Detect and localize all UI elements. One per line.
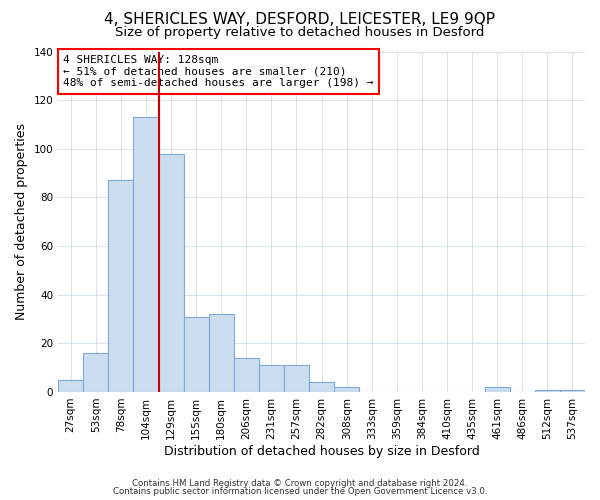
Bar [259, 365, 284, 392]
Bar [560, 390, 585, 392]
Text: Size of property relative to detached houses in Desford: Size of property relative to detached ho… [115, 26, 485, 39]
Bar [184, 316, 209, 392]
X-axis label: Distribution of detached houses by size in Desford: Distribution of detached houses by size … [164, 444, 479, 458]
Bar [209, 314, 234, 392]
Bar [309, 382, 334, 392]
Bar [535, 390, 560, 392]
Bar [334, 387, 359, 392]
Text: Contains public sector information licensed under the Open Government Licence v3: Contains public sector information licen… [113, 487, 487, 496]
Bar [109, 180, 133, 392]
Text: Contains HM Land Registry data © Crown copyright and database right 2024.: Contains HM Land Registry data © Crown c… [132, 478, 468, 488]
Bar [485, 387, 510, 392]
Bar [284, 365, 309, 392]
Y-axis label: Number of detached properties: Number of detached properties [15, 123, 28, 320]
Bar [58, 380, 83, 392]
Bar [234, 358, 259, 392]
Text: 4, SHERICLES WAY, DESFORD, LEICESTER, LE9 9QP: 4, SHERICLES WAY, DESFORD, LEICESTER, LE… [104, 12, 496, 28]
Bar [83, 353, 109, 392]
Bar [133, 117, 158, 392]
Text: 4 SHERICLES WAY: 128sqm
← 51% of detached houses are smaller (210)
48% of semi-d: 4 SHERICLES WAY: 128sqm ← 51% of detache… [64, 55, 374, 88]
Bar [158, 154, 184, 392]
